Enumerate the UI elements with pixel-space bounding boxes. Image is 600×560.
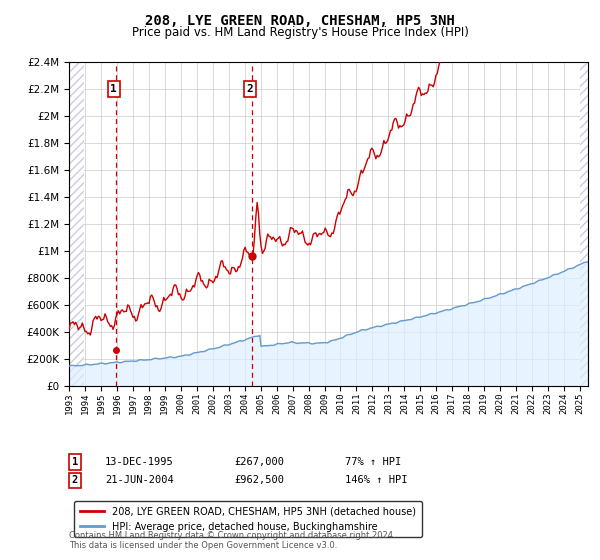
Text: 1: 1 xyxy=(110,84,117,94)
Text: 77% ↑ HPI: 77% ↑ HPI xyxy=(345,457,401,467)
Text: 208, LYE GREEN ROAD, CHESHAM, HP5 3NH: 208, LYE GREEN ROAD, CHESHAM, HP5 3NH xyxy=(145,14,455,28)
Text: 13-DEC-1995: 13-DEC-1995 xyxy=(105,457,174,467)
Text: £962,500: £962,500 xyxy=(234,475,284,486)
Text: Contains HM Land Registry data © Crown copyright and database right 2024.
This d: Contains HM Land Registry data © Crown c… xyxy=(69,530,395,550)
Text: 21-JUN-2004: 21-JUN-2004 xyxy=(105,475,174,486)
Text: 2: 2 xyxy=(247,84,253,94)
Text: Price paid vs. HM Land Registry's House Price Index (HPI): Price paid vs. HM Land Registry's House … xyxy=(131,26,469,39)
Text: 146% ↑ HPI: 146% ↑ HPI xyxy=(345,475,407,486)
Text: 1: 1 xyxy=(72,457,78,467)
Text: 2: 2 xyxy=(72,475,78,486)
Legend: 208, LYE GREEN ROAD, CHESHAM, HP5 3NH (detached house), HPI: Average price, deta: 208, LYE GREEN ROAD, CHESHAM, HP5 3NH (d… xyxy=(74,501,422,538)
Text: £267,000: £267,000 xyxy=(234,457,284,467)
